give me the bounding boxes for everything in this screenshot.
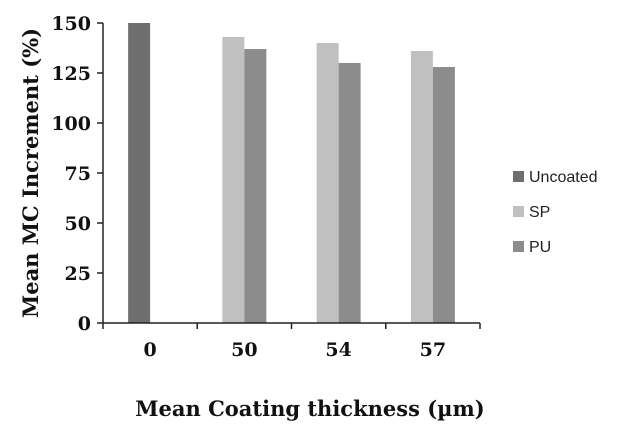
y-tick-label: 100 [51, 113, 91, 135]
y-tick-label: 25 [65, 263, 91, 285]
y-tick-label: 150 [51, 13, 91, 35]
legend-swatch-pu [513, 241, 524, 252]
legend-swatch-sp [513, 206, 524, 217]
legend: Uncoated SP PU [513, 169, 598, 256]
bar-pu-50 [244, 49, 267, 323]
x-tick-label: 57 [420, 339, 446, 361]
x-ticks: 0 50 54 57 [102, 323, 481, 361]
bar-uncoated-0 [128, 23, 151, 323]
x-tick-label: 50 [231, 339, 257, 361]
y-tick-label: 75 [65, 163, 91, 185]
y-axis-title: Mean MC Increment (%) [18, 28, 43, 318]
bar-pu-54 [338, 63, 361, 323]
bar-sp-50 [222, 37, 245, 323]
bars-layer [128, 23, 455, 323]
legend-swatch-uncoated [513, 171, 524, 182]
legend-label-sp: SP [529, 204, 550, 221]
y-ticks: 0 25 50 75 100 125 150 [51, 13, 103, 335]
y-tick-label: 0 [78, 313, 91, 335]
legend-label-uncoated: Uncoated [529, 169, 598, 186]
bar-sp-57 [410, 51, 433, 323]
x-axis-title: Mean Coating thickness (µm) [135, 396, 484, 421]
x-tick-label: 54 [325, 339, 351, 361]
y-tick-label: 125 [51, 63, 91, 85]
legend-label-pu: PU [529, 239, 551, 256]
bar-sp-54 [316, 43, 339, 323]
bar-pu-57 [432, 67, 455, 323]
x-tick-label: 0 [144, 339, 157, 361]
y-tick-label: 50 [65, 213, 91, 235]
